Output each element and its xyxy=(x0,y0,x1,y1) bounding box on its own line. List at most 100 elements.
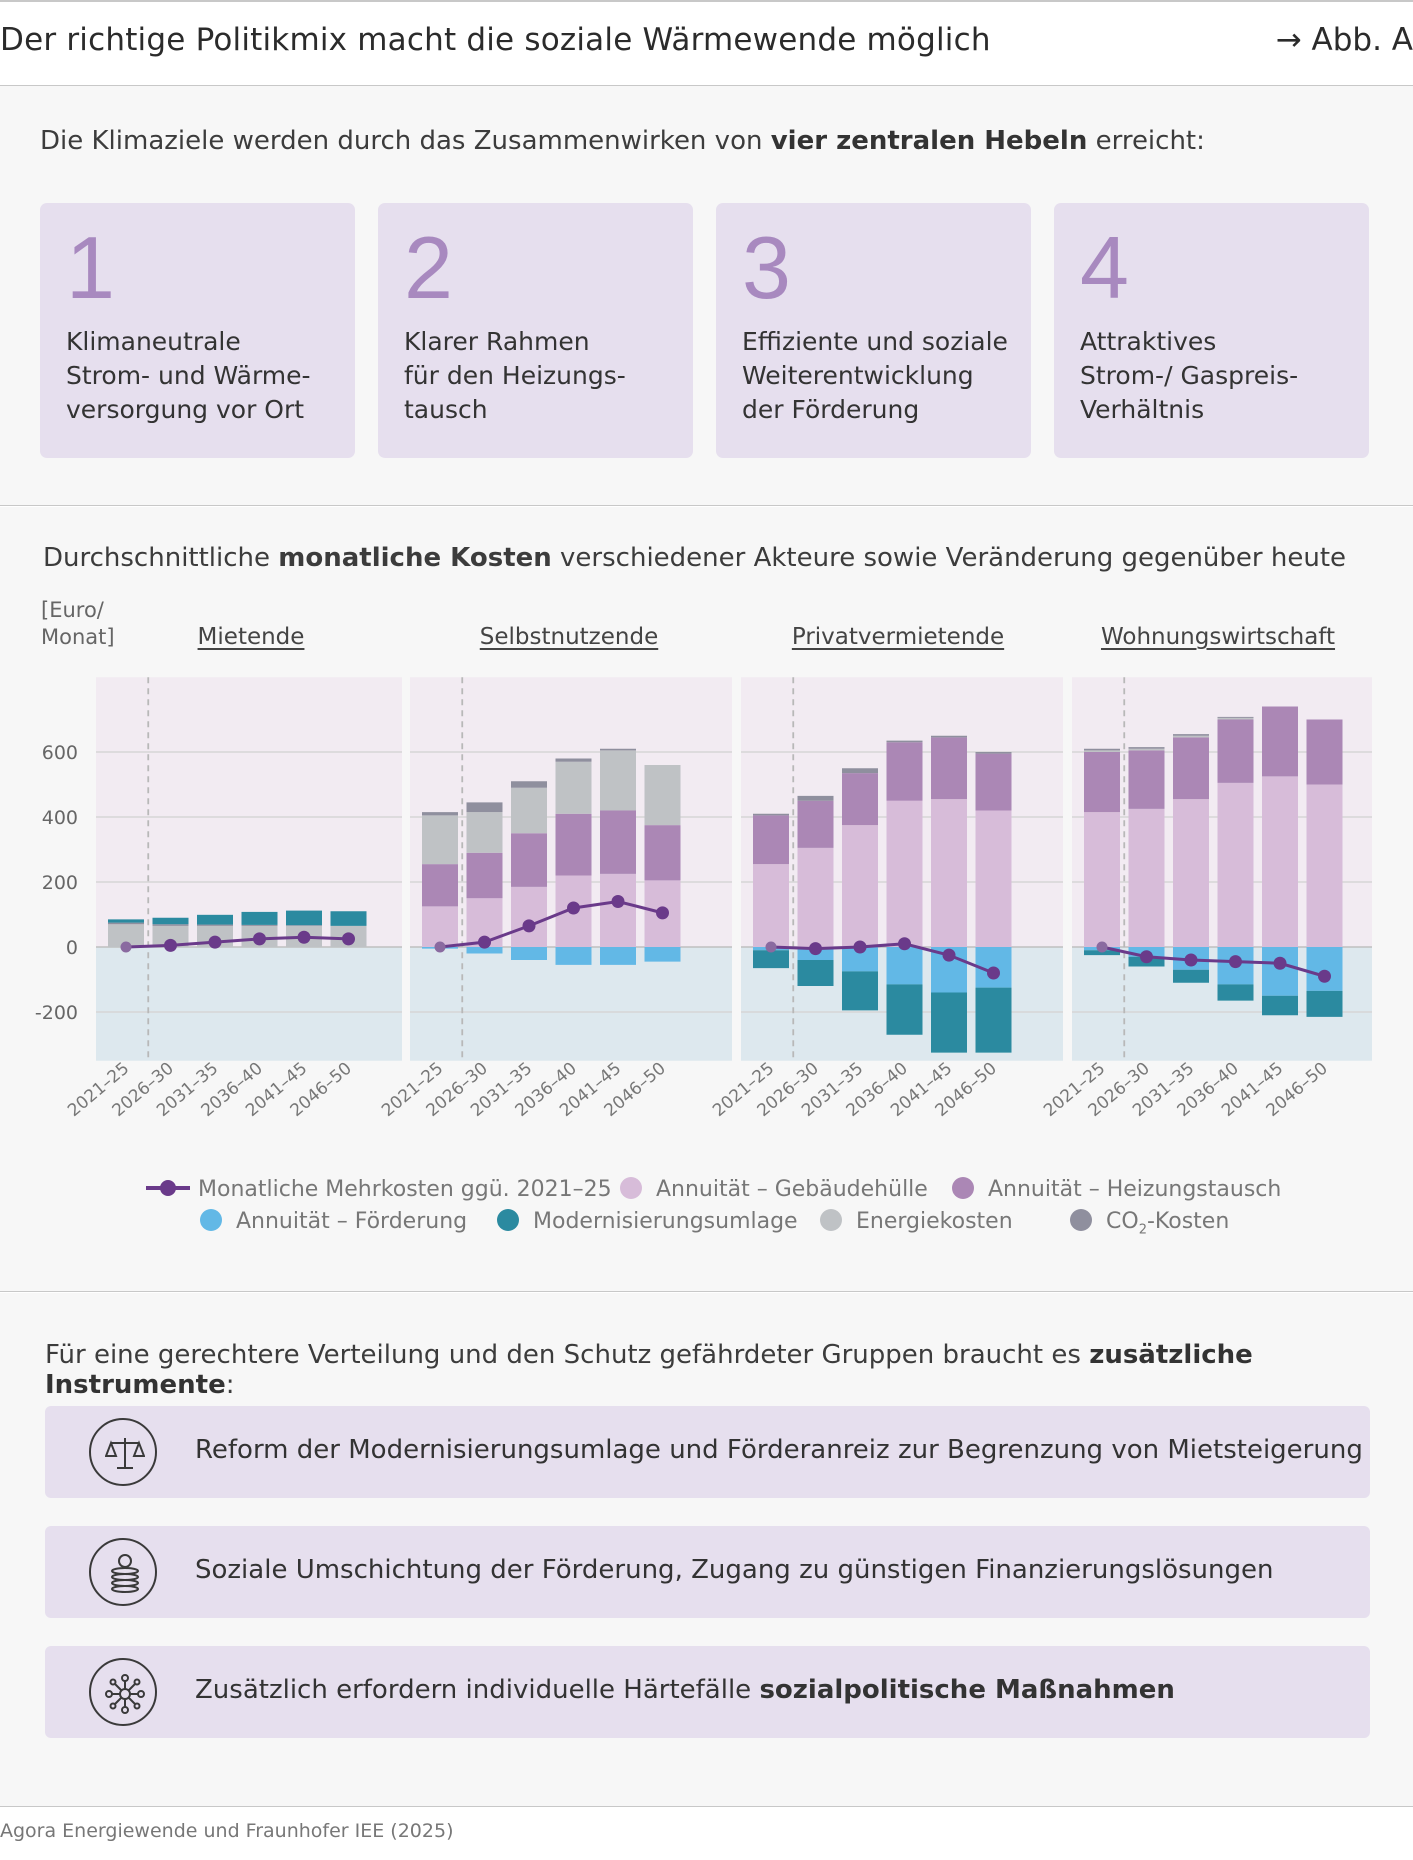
y-tick-label: 200 xyxy=(42,872,78,894)
chart-bg-negative xyxy=(410,947,732,1061)
line-point xyxy=(853,940,867,954)
line-point xyxy=(478,935,491,949)
y-tick-label: -200 xyxy=(35,1002,78,1024)
bar-co2 xyxy=(886,740,923,743)
bar-heizungstausch xyxy=(600,810,636,874)
bar-gebaeudehuelle xyxy=(1173,799,1209,947)
y-tick-label: 600 xyxy=(42,742,78,764)
panel-title-privatvermietende: Privatvermietende xyxy=(791,624,1005,650)
bar-energiekosten xyxy=(466,812,503,853)
bar-co2 xyxy=(600,748,636,751)
lever-number: 3 xyxy=(742,218,791,317)
bar-heizungstausch xyxy=(1262,706,1298,777)
line-mehrkosten xyxy=(439,899,663,949)
line-point xyxy=(434,941,446,953)
line-mehrkosten xyxy=(770,942,995,975)
bar-neg-foerderung xyxy=(886,947,923,985)
bar-co2 xyxy=(511,781,547,788)
bar-co2 xyxy=(1084,748,1120,751)
y-axis-unit: [Euro/ Monat] xyxy=(41,598,115,649)
bar-co2 xyxy=(197,924,233,926)
bar-neg-foerderung xyxy=(1306,947,1343,991)
line-point xyxy=(1140,950,1153,964)
line-point xyxy=(297,930,311,944)
instrument-card-3: Zusätzlich erfordern individuelle Härtef… xyxy=(45,1646,1370,1738)
bar-modernisierungsumlage xyxy=(197,914,233,925)
bar-gebaeudehuelle xyxy=(1306,784,1343,947)
lever-card-3: 3 Effiziente und soziale Weiterentwicklu… xyxy=(716,203,1031,458)
legend-heizungstausch: Annuität – Heizungstausch xyxy=(952,1177,1281,1202)
bar-neg-modernisierungsumlage xyxy=(1173,969,1209,983)
dot-icon xyxy=(200,1209,222,1231)
bar-gebaeudehuelle xyxy=(1217,782,1254,947)
legend-gebaeudehuelle: Annuität – Gebäudehülle xyxy=(620,1177,928,1202)
bar-gebaeudehuelle xyxy=(511,886,547,947)
bar-heizungstausch xyxy=(1306,719,1343,785)
bar-energiekosten xyxy=(152,925,189,947)
dot-icon xyxy=(820,1209,842,1231)
bar-neg-modernisierungsumlage xyxy=(886,984,923,1035)
line-point xyxy=(1273,956,1287,970)
legend-co2: CO2-Kosten xyxy=(1070,1209,1229,1237)
dot-icon xyxy=(1070,1209,1092,1231)
bar-heizungstausch xyxy=(975,753,1012,811)
bar-energiekosten xyxy=(108,924,144,947)
source-note: Agora Energiewende und Fraunhofer IEE (2… xyxy=(0,1820,454,1842)
bar-neg-foerderung xyxy=(555,947,592,965)
bar-co2 xyxy=(286,925,322,926)
line-point xyxy=(765,941,777,953)
bar-gebaeudehuelle xyxy=(886,800,923,947)
bar-heizungstausch xyxy=(1217,719,1254,783)
lever-card-4: 4 Attraktives Strom-/ Gaspreis- Verhältn… xyxy=(1054,203,1369,458)
bar-co2 xyxy=(241,924,278,926)
bar-heizungstausch xyxy=(797,800,834,848)
instrument-text: Reform der Modernisierungsumlage und För… xyxy=(195,1435,1363,1465)
bar-co2 xyxy=(753,813,789,816)
line-point xyxy=(342,932,355,946)
levers-panel: Die Klimaziele werden durch das Zusammen… xyxy=(0,86,1413,506)
dot-icon xyxy=(952,1177,974,1199)
bar-co2 xyxy=(466,802,503,813)
dot-icon xyxy=(497,1209,519,1231)
bar-energiekosten xyxy=(1128,748,1165,751)
cost-chart: 6004002000-2002021–252026–302031–352036–… xyxy=(35,677,1372,1121)
bar-energiekosten xyxy=(1084,750,1120,752)
bar-gebaeudehuelle xyxy=(931,799,967,947)
bar-gebaeudehuelle xyxy=(1128,808,1165,947)
lever-text: Klimaneutrale Strom- und Wärme- versorgu… xyxy=(66,327,311,424)
line-mehrkosten xyxy=(1101,945,1325,978)
bar-co2 xyxy=(931,735,967,738)
dot-icon xyxy=(620,1177,642,1199)
line-point xyxy=(1318,969,1331,983)
line-marker-icon xyxy=(146,1177,190,1199)
bar-neg-modernisierungsumlage xyxy=(931,992,967,1053)
lever-number: 1 xyxy=(66,218,115,317)
bar-co2 xyxy=(108,922,144,925)
page-title: Der richtige Politikmix macht die sozial… xyxy=(0,22,991,58)
bar-heizungstausch xyxy=(644,825,681,881)
network-icon xyxy=(89,1658,157,1726)
bar-modernisierungsumlage xyxy=(108,919,144,923)
bar-energiekosten xyxy=(1173,735,1209,738)
bar-neg-foerderung xyxy=(466,947,503,954)
instruments-intro: Für eine gerechtere Verteilung und den S… xyxy=(45,1340,1253,1400)
bar-neg-foerderung xyxy=(644,947,681,962)
line-point xyxy=(253,932,266,946)
line-point xyxy=(522,919,536,933)
bar-heizungstausch xyxy=(753,815,789,865)
bar-heizungstausch xyxy=(1084,752,1120,813)
bar-gebaeudehuelle xyxy=(600,873,636,947)
line-point xyxy=(942,948,956,962)
top-rule xyxy=(0,0,1413,2)
bar-neg-foerderung xyxy=(600,947,636,965)
levers-intro: Die Klimaziele werden durch das Zusammen… xyxy=(40,126,1205,156)
bar-neg-foerderung xyxy=(1262,947,1298,996)
bar-energiekosten xyxy=(600,750,636,811)
figure-reference[interactable]: → Abb. A xyxy=(1275,22,1413,58)
header: Der richtige Politikmix macht die sozial… xyxy=(0,2,1413,86)
legend-modernisierungsumlage: Modernisierungsumlage xyxy=(497,1209,798,1234)
bar-neg-modernisierungsumlage xyxy=(797,960,834,986)
bar-energiekosten xyxy=(644,765,681,826)
y-tick-label: 400 xyxy=(42,807,78,829)
legend-foerderung: Annuität – Förderung xyxy=(200,1209,467,1234)
